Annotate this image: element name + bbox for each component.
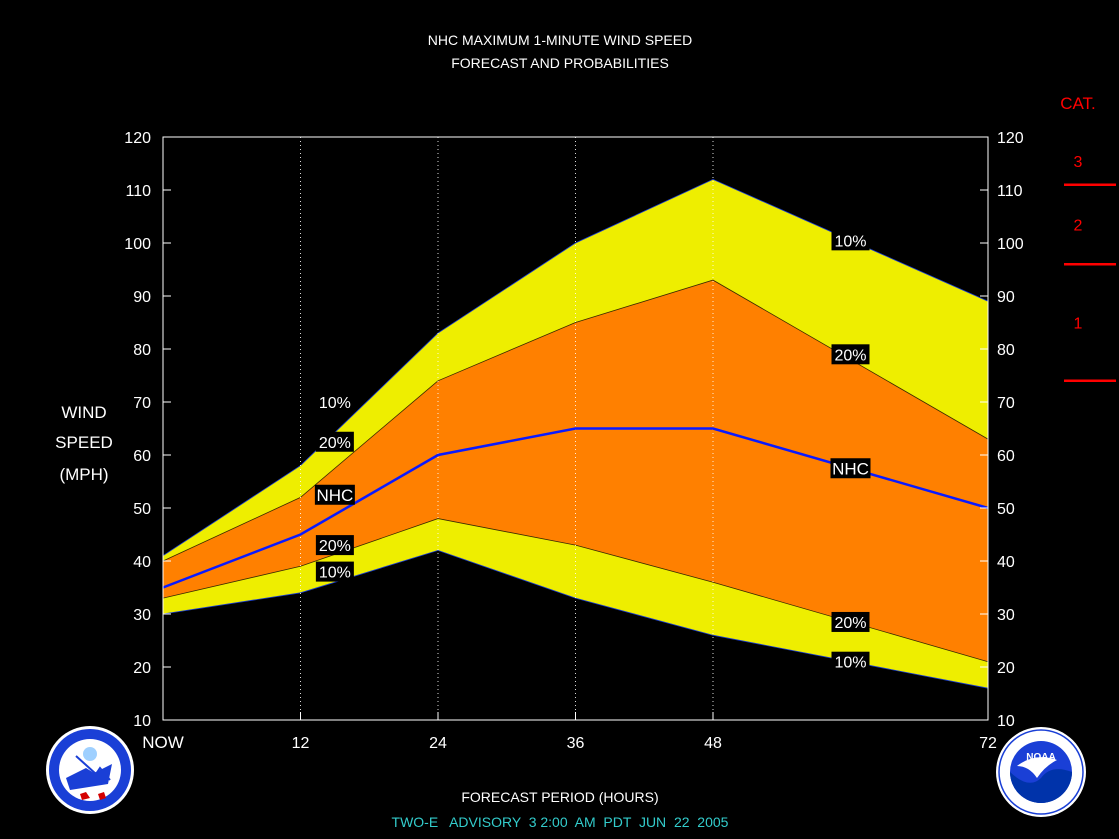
y-tick-label-left-20: 20	[133, 660, 151, 677]
y-label-line-2: SPEED	[55, 433, 113, 452]
y-tick-label-right-10: 10	[997, 713, 1015, 730]
category-label-2: 2	[1074, 217, 1083, 234]
category-label-3: 3	[1074, 154, 1083, 171]
band-label-1: 20%	[319, 435, 351, 452]
band-edge-upper-10	[162, 178, 989, 557]
x-tick-label-12: 12	[292, 735, 310, 752]
band-label-0: 10%	[319, 395, 351, 412]
x-axis-label: FORECAST PERIOD (HOURS)	[461, 789, 658, 805]
band-edge-upper-20	[162, 279, 989, 562]
band-label-box-0	[315, 392, 354, 412]
x-tick-label-NOW: NOW	[142, 733, 184, 752]
y-tick-label-left-110: 110	[125, 183, 151, 200]
band-20-percent	[163, 280, 988, 662]
band-label-box-3	[315, 535, 354, 556]
y-tick-label-left-80: 80	[133, 342, 151, 359]
y-tick-label-right-80: 80	[997, 342, 1015, 359]
chart-title: NHC MAXIMUM 1-MINUTE WIND SPEED	[428, 32, 692, 48]
x-axis: NOW 12 24 36 48 72	[142, 712, 997, 752]
band-label-9: 10%	[834, 655, 866, 672]
band-label-box-5	[831, 230, 870, 251]
category-label-1: 1	[1074, 316, 1083, 333]
band-label-3: 20%	[319, 538, 351, 555]
y-tick-label-left-90: 90	[133, 289, 151, 306]
band-label-2: NHC	[316, 486, 353, 505]
y-tick-label-right-90: 90	[997, 289, 1015, 306]
y-tick-label-left-50: 50	[133, 501, 151, 518]
band-label-box-9	[831, 651, 870, 672]
y-tick-label-right-50: 50	[997, 501, 1015, 518]
y-tick-label-right-40: 40	[997, 554, 1015, 571]
band-labels: 10% 20% NHC 20% 10% 10% 20% NHC 20% 10%	[314, 230, 871, 672]
noaa-logo-text: NOAA	[1026, 752, 1055, 763]
y-tick-label-right-20: 20	[997, 660, 1015, 677]
x-tick-label-36: 36	[567, 735, 585, 752]
y-label-line-3: (MPH)	[59, 465, 108, 484]
band-label-7: NHC	[832, 459, 869, 478]
y-tick-label-right-70: 70	[997, 395, 1015, 412]
band-label-box-6	[831, 344, 870, 365]
x-tick-label-48: 48	[704, 735, 722, 752]
y-tick-label-right-120: 120	[997, 130, 1024, 147]
chart-subtitle: FORECAST AND PROBABILITIES	[451, 55, 669, 71]
y-tick-label-left-30: 30	[133, 607, 151, 624]
noaa-logo: NOAA	[996, 727, 1086, 817]
y-tick-label-left-40: 40	[133, 554, 151, 571]
y-tick-label-left-70: 70	[133, 395, 151, 412]
band-label-box-2	[314, 484, 355, 505]
y-tick-label-right-110: 110	[997, 183, 1023, 200]
band-label-4: 10%	[319, 565, 351, 582]
band-edge-lower-10	[162, 549, 989, 689]
nhc-forecast-line	[162, 427, 989, 589]
band-label-box-1	[315, 431, 354, 452]
nhc-forecast	[162, 427, 989, 589]
y-tick-label-left-60: 60	[133, 448, 151, 465]
advisory-footer: TWO-E ADVISORY 3 2:00 AM PDT JUN 22 2005	[392, 814, 729, 830]
x-tick-label-24: 24	[429, 735, 447, 752]
category-legend-title: CAT.	[1060, 94, 1096, 113]
y-tick-label-left-10: 10	[133, 713, 151, 730]
y-axis: 10 10 20 20 30 30 40 40 50 50 60 60 70 70 80 80 90 90 100 1…	[124, 130, 1024, 730]
y-tick-label-right-30: 30	[997, 607, 1015, 624]
nws-logo	[46, 726, 134, 814]
band-label-5: 10%	[834, 233, 866, 250]
y-tick-label-right-60: 60	[997, 448, 1015, 465]
y-tick-label-left-100: 100	[124, 236, 151, 253]
x-tick-label-72: 72	[979, 735, 997, 752]
band-label-box-4	[315, 561, 354, 582]
band-label-box-8	[831, 611, 870, 632]
band-edge-lower-20	[162, 518, 989, 663]
band-label-8: 20%	[834, 615, 866, 632]
category-legend: CAT. 3 2 1	[1060, 94, 1116, 383]
band-label-box-7	[830, 458, 871, 479]
band-label-6: 20%	[834, 347, 866, 364]
y-tick-label-left-120: 120	[124, 130, 151, 147]
y-label-line-1: WIND	[61, 403, 106, 422]
y-tick-label-right-100: 100	[997, 236, 1024, 253]
